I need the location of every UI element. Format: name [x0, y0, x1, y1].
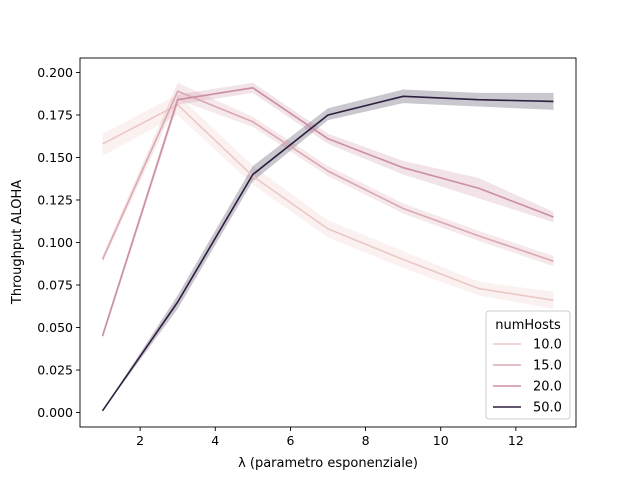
confidence-band-2	[102, 82, 554, 340]
series-line-2	[101, 87, 554, 337]
y-tick-label: 0.175	[37, 107, 73, 122]
x-tick-label: 8	[362, 433, 370, 448]
legend-label-2: 20.0	[533, 380, 562, 395]
x-tick-label: 4	[211, 433, 219, 448]
legend-items: 10.0 15.0 20.0 50.0	[493, 338, 562, 416]
series-line-0	[102, 104, 554, 302]
x-axis: 2 4 6 8 10 12	[136, 427, 524, 448]
legend-label-0: 10.0	[533, 338, 562, 353]
x-tick-label: 12	[508, 433, 524, 448]
confidence-bands	[102, 82, 554, 411]
confidence-band-0	[102, 94, 554, 309]
legend-label-1: 15.0	[533, 359, 562, 374]
x-tick-label: 6	[286, 433, 294, 448]
series-line-1	[101, 90, 554, 262]
legend-title: numHosts	[495, 318, 561, 333]
legend-box	[485, 310, 571, 420]
y-tick-label: 0.075	[37, 278, 73, 293]
y-tick-label: 0.000	[37, 405, 73, 420]
x-tick-label: 2	[136, 433, 144, 448]
legend: numHosts 10.0 15.0 20.0 50.0	[485, 310, 571, 420]
legend-label-3: 50.0	[533, 401, 562, 416]
x-axis-label: λ (parametro esponenziale)	[238, 456, 418, 471]
series-lines	[101, 87, 554, 412]
y-tick-label: 0.025	[37, 363, 73, 378]
confidence-band-1	[102, 82, 554, 267]
x-tick-label: 10	[433, 433, 449, 448]
y-tick-label: 0.150	[37, 150, 73, 165]
y-tick-label: 0.200	[37, 65, 73, 80]
y-axis-label: Throughput ALOHA	[10, 180, 25, 305]
y-tick-label: 0.100	[37, 235, 73, 250]
series-line-3	[101, 95, 554, 412]
y-axis: 0.000 0.025 0.050 0.075 0.100 0.125 0.150 0.175…	[37, 65, 80, 420]
y-tick-label: 0.125	[37, 192, 73, 207]
y-tick-label: 0.050	[37, 320, 73, 335]
